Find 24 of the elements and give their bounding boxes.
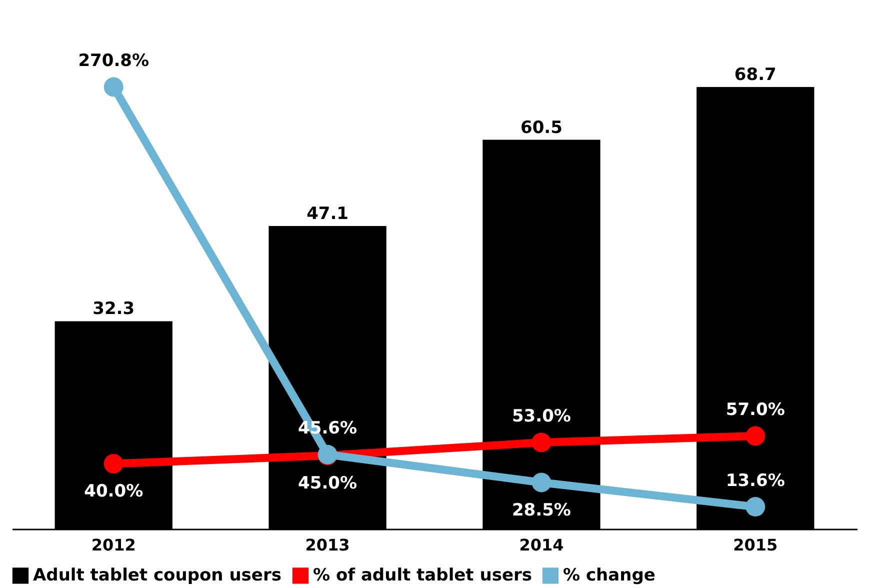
- data-label: 270.8%: [78, 51, 150, 71]
- data-label: 45.0%: [298, 474, 358, 494]
- x-tick-label: 2015: [733, 536, 778, 554]
- point: [746, 426, 766, 446]
- data-label: 60.5: [520, 118, 562, 138]
- data-label: 28.5%: [512, 500, 571, 520]
- point: [104, 77, 124, 97]
- data-label: 57.0%: [726, 400, 785, 420]
- x-tick-label: 2012: [91, 536, 136, 554]
- x-tick-label: 2014: [519, 536, 564, 554]
- legend-label: % of adult tablet users: [313, 566, 532, 586]
- legend-label: % change: [563, 566, 656, 586]
- point: [532, 472, 552, 492]
- data-label: 32.3: [92, 299, 135, 320]
- data-label: 68.7: [734, 65, 776, 85]
- data-label: 47.1: [306, 204, 349, 224]
- legend-label: Adult tablet coupon users: [33, 566, 282, 586]
- data-label: 13.6%: [726, 470, 785, 491]
- data-label: 40.0%: [84, 482, 144, 502]
- point: [746, 497, 766, 517]
- data-label: 53.0%: [512, 406, 571, 426]
- x-tick-label: 2013: [305, 536, 350, 554]
- point: [104, 454, 124, 474]
- point: [532, 432, 552, 452]
